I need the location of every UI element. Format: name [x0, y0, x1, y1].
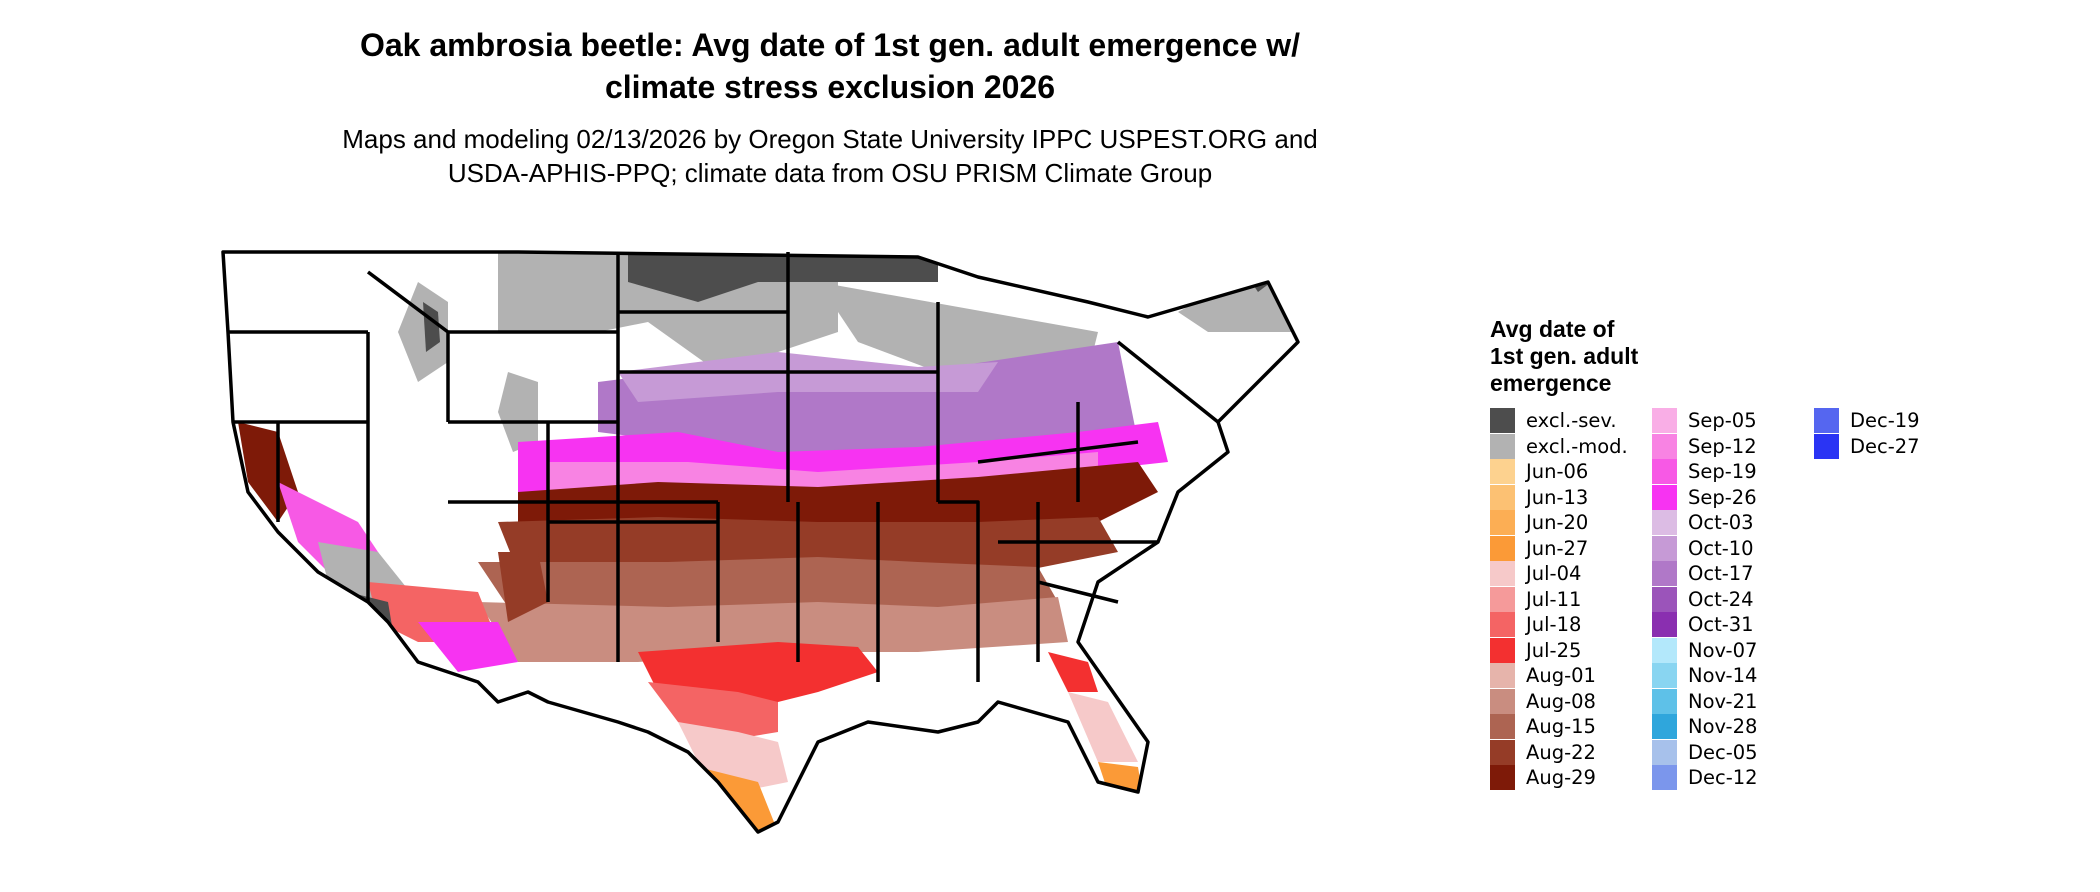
- legend-swatch: [1652, 612, 1677, 637]
- legend-swatch: [1490, 714, 1515, 739]
- legend-label: Jun-13: [1526, 485, 1589, 509]
- region-jul-late: [638, 642, 878, 702]
- legend-swatch: [1490, 459, 1515, 484]
- legend-swatch: [1490, 561, 1515, 586]
- legend-label: Oct-10: [1688, 536, 1754, 560]
- legend-label: Dec-19: [1850, 409, 1920, 432]
- legend-title-line-2: 1st gen. adult: [1490, 343, 1639, 369]
- legend-label: Oct-17: [1688, 562, 1754, 585]
- legend-swatch: [1490, 637, 1515, 663]
- legend-swatch: [1652, 663, 1677, 688]
- region-aug-15: [478, 557, 1058, 622]
- legend-label: Jul-11: [1526, 587, 1582, 611]
- legend-label: Nov-14: [1688, 664, 1758, 687]
- legend-swatch: [1490, 739, 1515, 765]
- region-oct-band-light: [618, 352, 998, 402]
- legend-label: Nov-07: [1688, 638, 1758, 662]
- legend-label: Dec-27: [1850, 434, 1920, 458]
- region-fl-red: [1048, 652, 1098, 692]
- legend-label: Aug-01: [1526, 664, 1596, 687]
- legend-label: Sep-26: [1688, 485, 1757, 509]
- legend-swatch: [1490, 586, 1515, 612]
- legend-swatch: [1490, 765, 1515, 790]
- legend-label: Aug-22: [1526, 740, 1596, 764]
- legend-swatch: [1490, 433, 1515, 459]
- legend-swatch: [1652, 459, 1677, 484]
- us-emergence-map: [221, 250, 1300, 834]
- title-line-2: climate stress exclusion 2026: [604, 69, 1056, 105]
- region-excl-mod-rockies: [398, 282, 448, 382]
- region-texas-west: [498, 552, 548, 622]
- legend-swatch: [1652, 510, 1677, 535]
- map-borders: [221, 250, 1300, 834]
- legend-swatch: [1652, 765, 1677, 790]
- legend-label: excl.-sev.: [1526, 409, 1617, 432]
- region-aug-08: [478, 597, 1068, 662]
- legend-label: Nov-28: [1688, 715, 1758, 738]
- legend-label: Aug-15: [1526, 715, 1596, 738]
- legend-swatch: [1490, 408, 1515, 433]
- legend-label: Oct-03: [1688, 511, 1754, 534]
- region-excl-sev-mn: [758, 252, 938, 282]
- legend-label: Sep-19: [1688, 460, 1757, 483]
- map-raster: [238, 252, 1298, 832]
- legend-swatch: [1490, 688, 1515, 714]
- legend-label: Aug-08: [1526, 689, 1596, 713]
- us-outline: [221, 250, 1300, 834]
- legend-swatch: [1652, 484, 1677, 510]
- region-excl-sev-north: [628, 252, 758, 302]
- legend-swatch: [1490, 484, 1515, 510]
- legend-label: Jul-18: [1526, 613, 1582, 636]
- legend-title-line-3: emergence: [1490, 370, 1612, 396]
- region-excl-mod-northeast: [1178, 252, 1298, 332]
- region-sw-magenta: [418, 622, 518, 672]
- legend-swatch: [1652, 408, 1677, 433]
- legend-swatch: [1490, 612, 1515, 637]
- subtitle-line-1: Maps and modeling 02/13/2026 by Oregon S…: [342, 124, 1318, 154]
- legend-label: Nov-21: [1688, 689, 1758, 713]
- state-borders: [228, 252, 1220, 682]
- legend-swatch: [1814, 433, 1839, 459]
- legend-swatch: [1652, 561, 1677, 586]
- legend-swatch: [1652, 586, 1677, 612]
- legend-label: Oct-31: [1688, 613, 1754, 636]
- legend-swatch: [1652, 535, 1677, 561]
- region-excl-mod-colorado: [498, 372, 538, 452]
- legend: Avg date of 1st gen. adult emergence exc…: [1490, 316, 2090, 816]
- subtitle-line-2: USDA-APHIS-PPQ; climate data from OSU PR…: [447, 158, 1213, 188]
- map-subtitle: Maps and modeling 02/13/2026 by Oregon S…: [200, 122, 1460, 190]
- legend-swatch: [1652, 739, 1677, 765]
- legend-title: Avg date of 1st gen. adult emergence: [1490, 316, 1710, 397]
- legend-label: Dec-05: [1688, 740, 1758, 764]
- legend-label: excl.-mod.: [1526, 434, 1628, 458]
- legend-swatch: [1652, 433, 1677, 459]
- legend-swatch: [1652, 688, 1677, 714]
- legend-label: Sep-12: [1688, 434, 1757, 458]
- legend-label: Dec-12: [1688, 766, 1758, 789]
- title-line-1: Oak ambrosia beetle: Avg date of 1st gen…: [359, 27, 1301, 63]
- legend-label: Jun-27: [1526, 536, 1589, 560]
- region-fl-light: [1068, 692, 1138, 762]
- legend-label: Oct-24: [1688, 587, 1754, 611]
- region-aug-late: [518, 462, 1158, 532]
- legend-label: Jun-20: [1526, 511, 1589, 534]
- legend-swatch: [1652, 714, 1677, 739]
- legend-title-line-1: Avg date of: [1490, 316, 1615, 342]
- region-aug-mid: [498, 517, 1118, 572]
- legend-swatch: [1490, 510, 1515, 535]
- region-excl-mod-great-lakes: [818, 282, 1098, 372]
- legend-label: Sep-05: [1688, 409, 1757, 432]
- map-title: Oak ambrosia beetle: Avg date of 1st gen…: [200, 24, 1460, 108]
- region-jul-mid: [648, 682, 778, 742]
- legend-label: Jun-06: [1526, 460, 1589, 483]
- legend-swatch: [1814, 408, 1839, 433]
- legend-swatch: [1490, 663, 1515, 688]
- region-jul-early: [678, 722, 788, 792]
- legend-swatch: [1490, 535, 1515, 561]
- legend-label: Jul-25: [1526, 638, 1582, 662]
- legend-swatch: [1652, 637, 1677, 663]
- legend-label: Jul-04: [1526, 562, 1582, 585]
- legend-label: Aug-29: [1526, 766, 1596, 789]
